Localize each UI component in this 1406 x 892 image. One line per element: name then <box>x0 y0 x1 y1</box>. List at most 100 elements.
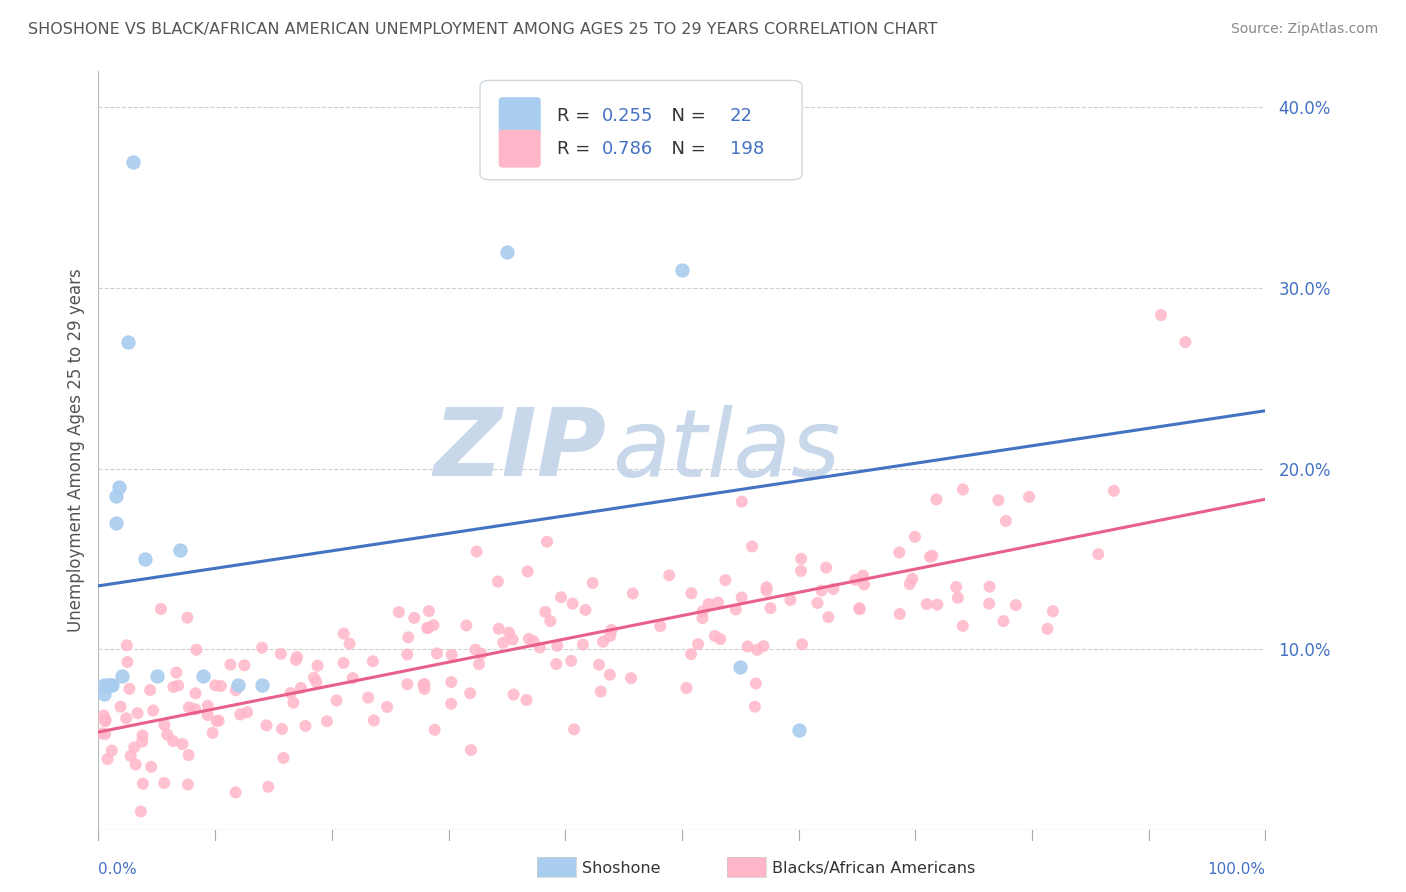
Point <box>209 679 232 693</box>
Point <box>153 718 176 732</box>
Point <box>94 713 117 727</box>
Point <box>96 752 118 766</box>
Point <box>1087 547 1109 561</box>
Point <box>285 650 308 665</box>
Y-axis label: Unemployment Among Ages 25 to 29 years: Unemployment Among Ages 25 to 29 years <box>66 268 84 632</box>
Point <box>1102 483 1125 498</box>
Point <box>208 714 231 728</box>
Point <box>236 706 259 720</box>
Point <box>284 653 307 667</box>
Point <box>307 658 329 673</box>
Point <box>741 540 763 554</box>
Point <box>108 479 131 493</box>
Text: 22: 22 <box>730 107 752 125</box>
Point <box>730 660 752 674</box>
Point <box>458 686 481 700</box>
Point <box>979 580 1001 594</box>
Point <box>156 727 179 741</box>
Point <box>470 647 492 661</box>
Point <box>848 602 870 616</box>
Point <box>620 671 643 685</box>
Point <box>124 740 146 755</box>
Point <box>779 593 801 607</box>
Point <box>94 714 117 729</box>
Point <box>416 621 439 635</box>
Point <box>681 586 703 600</box>
Point <box>468 657 491 672</box>
Point <box>413 681 436 696</box>
Point <box>592 634 614 648</box>
Point <box>233 658 256 673</box>
Point <box>550 591 572 605</box>
Point <box>228 678 250 692</box>
Point <box>122 154 145 169</box>
Point <box>853 577 876 591</box>
Point <box>316 714 339 729</box>
Point <box>562 723 585 737</box>
Point <box>994 514 1017 528</box>
Point <box>98 678 121 692</box>
Point <box>388 605 411 619</box>
Point <box>496 244 519 259</box>
Point <box>339 637 361 651</box>
Point <box>915 597 938 611</box>
Point <box>176 610 198 624</box>
Point <box>599 667 621 681</box>
Point <box>256 718 278 732</box>
Point <box>745 676 768 690</box>
Point <box>273 751 295 765</box>
Point <box>167 679 190 693</box>
Point <box>589 684 612 698</box>
Point <box>201 726 224 740</box>
Point <box>572 638 595 652</box>
Point <box>418 621 440 635</box>
Point <box>418 604 440 618</box>
Point <box>692 605 714 619</box>
Point <box>184 686 207 700</box>
Point <box>153 776 176 790</box>
Point <box>492 636 515 650</box>
Point <box>681 647 703 661</box>
Point <box>755 580 778 594</box>
Point <box>165 665 187 680</box>
Point <box>440 675 463 690</box>
Point <box>250 678 273 692</box>
Point <box>889 545 911 559</box>
Point <box>97 678 120 692</box>
Point <box>529 640 551 655</box>
Point <box>901 572 924 586</box>
Point <box>396 630 419 644</box>
Point <box>703 629 725 643</box>
Point <box>290 681 312 695</box>
Point <box>745 643 768 657</box>
Point <box>205 714 228 728</box>
Point <box>465 544 488 558</box>
Point <box>1174 335 1197 350</box>
Point <box>898 577 921 591</box>
Point <box>561 597 583 611</box>
Point <box>90 726 112 740</box>
Point <box>404 611 426 625</box>
Text: 198: 198 <box>730 140 763 158</box>
Point <box>658 568 681 582</box>
Point <box>671 263 693 277</box>
Point <box>759 601 782 615</box>
Point <box>498 625 520 640</box>
Point <box>363 714 385 728</box>
Point <box>1036 622 1059 636</box>
Point <box>361 654 384 668</box>
Point <box>124 757 146 772</box>
Point <box>952 483 974 497</box>
Point <box>342 671 364 685</box>
Point <box>422 618 444 632</box>
Point <box>1150 308 1173 322</box>
Point <box>925 492 948 507</box>
Point <box>927 598 949 612</box>
Point <box>129 805 152 819</box>
Point <box>815 560 838 574</box>
Point <box>806 596 828 610</box>
Point <box>177 778 200 792</box>
Point <box>172 737 194 751</box>
Point <box>582 576 605 591</box>
Point <box>515 693 537 707</box>
